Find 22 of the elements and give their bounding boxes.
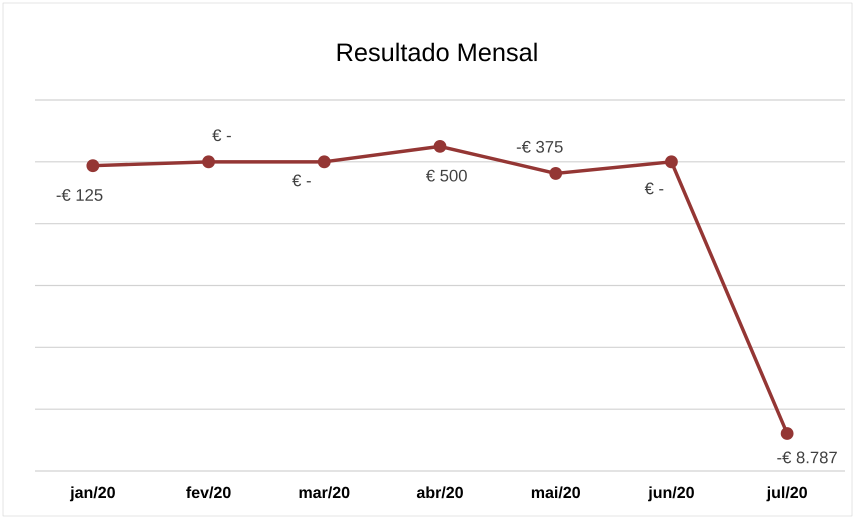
point — [434, 140, 446, 153]
data-label: -€ 375 — [516, 140, 563, 153]
point — [780, 427, 794, 440]
point — [202, 155, 215, 168]
point — [549, 167, 562, 180]
data-label: € 500 — [426, 170, 467, 182]
x-tick-label: abr/20 — [416, 486, 463, 498]
point — [86, 159, 100, 172]
x-tick-label: mar/20 — [300, 486, 350, 498]
chart-title: Resultado Mensal — [338, 42, 537, 62]
data-label: € - — [292, 174, 311, 186]
x-tick-label: jun/20 — [648, 486, 694, 502]
x-tick-label: jul/20 — [766, 486, 807, 502]
x-tick-label: jan/20 — [70, 486, 115, 502]
x-tick-label: mai/20 — [532, 486, 580, 498]
point — [318, 155, 331, 168]
x-tick-label: fev/20 — [186, 486, 231, 498]
data-label: -€ 8.787 — [777, 452, 837, 464]
data-label: € - — [212, 129, 231, 142]
data-label: -€ 125 — [56, 189, 102, 201]
point — [665, 155, 678, 168]
data-label: € - — [644, 182, 664, 194]
